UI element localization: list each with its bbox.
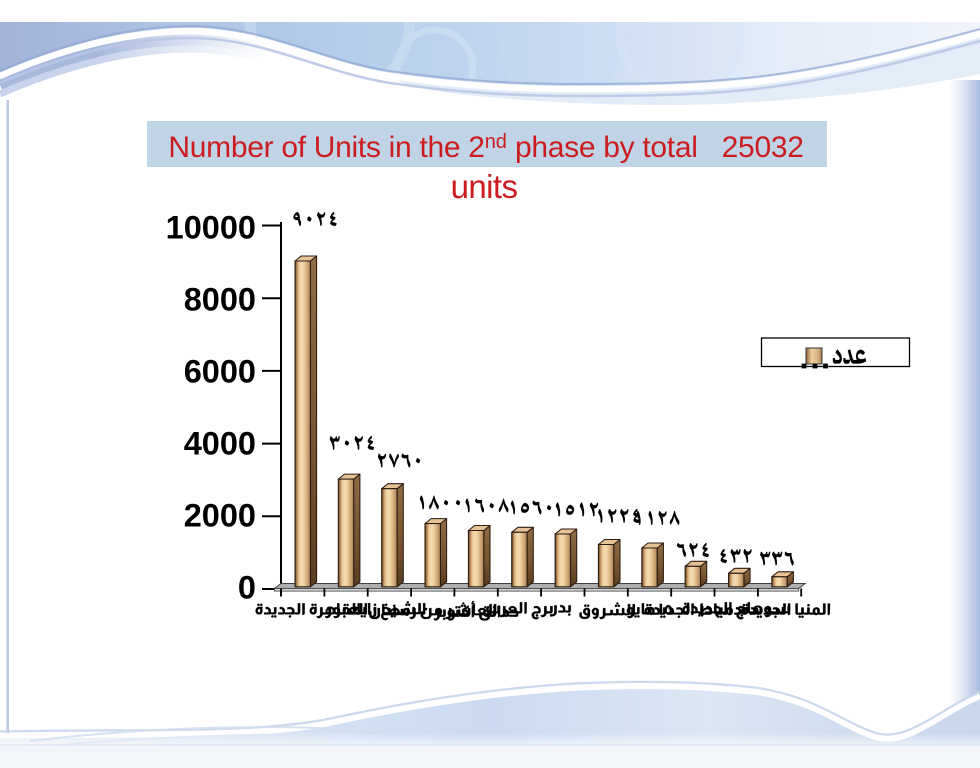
svg-text:6000: 6000 [184,354,256,390]
svg-text:10000: 10000 [166,210,256,246]
svg-text:2000: 2000 [184,498,256,534]
svg-text:4000: 4000 [184,426,256,462]
svg-text:0: 0 [238,570,256,606]
svg-text:8000: 8000 [184,282,256,318]
